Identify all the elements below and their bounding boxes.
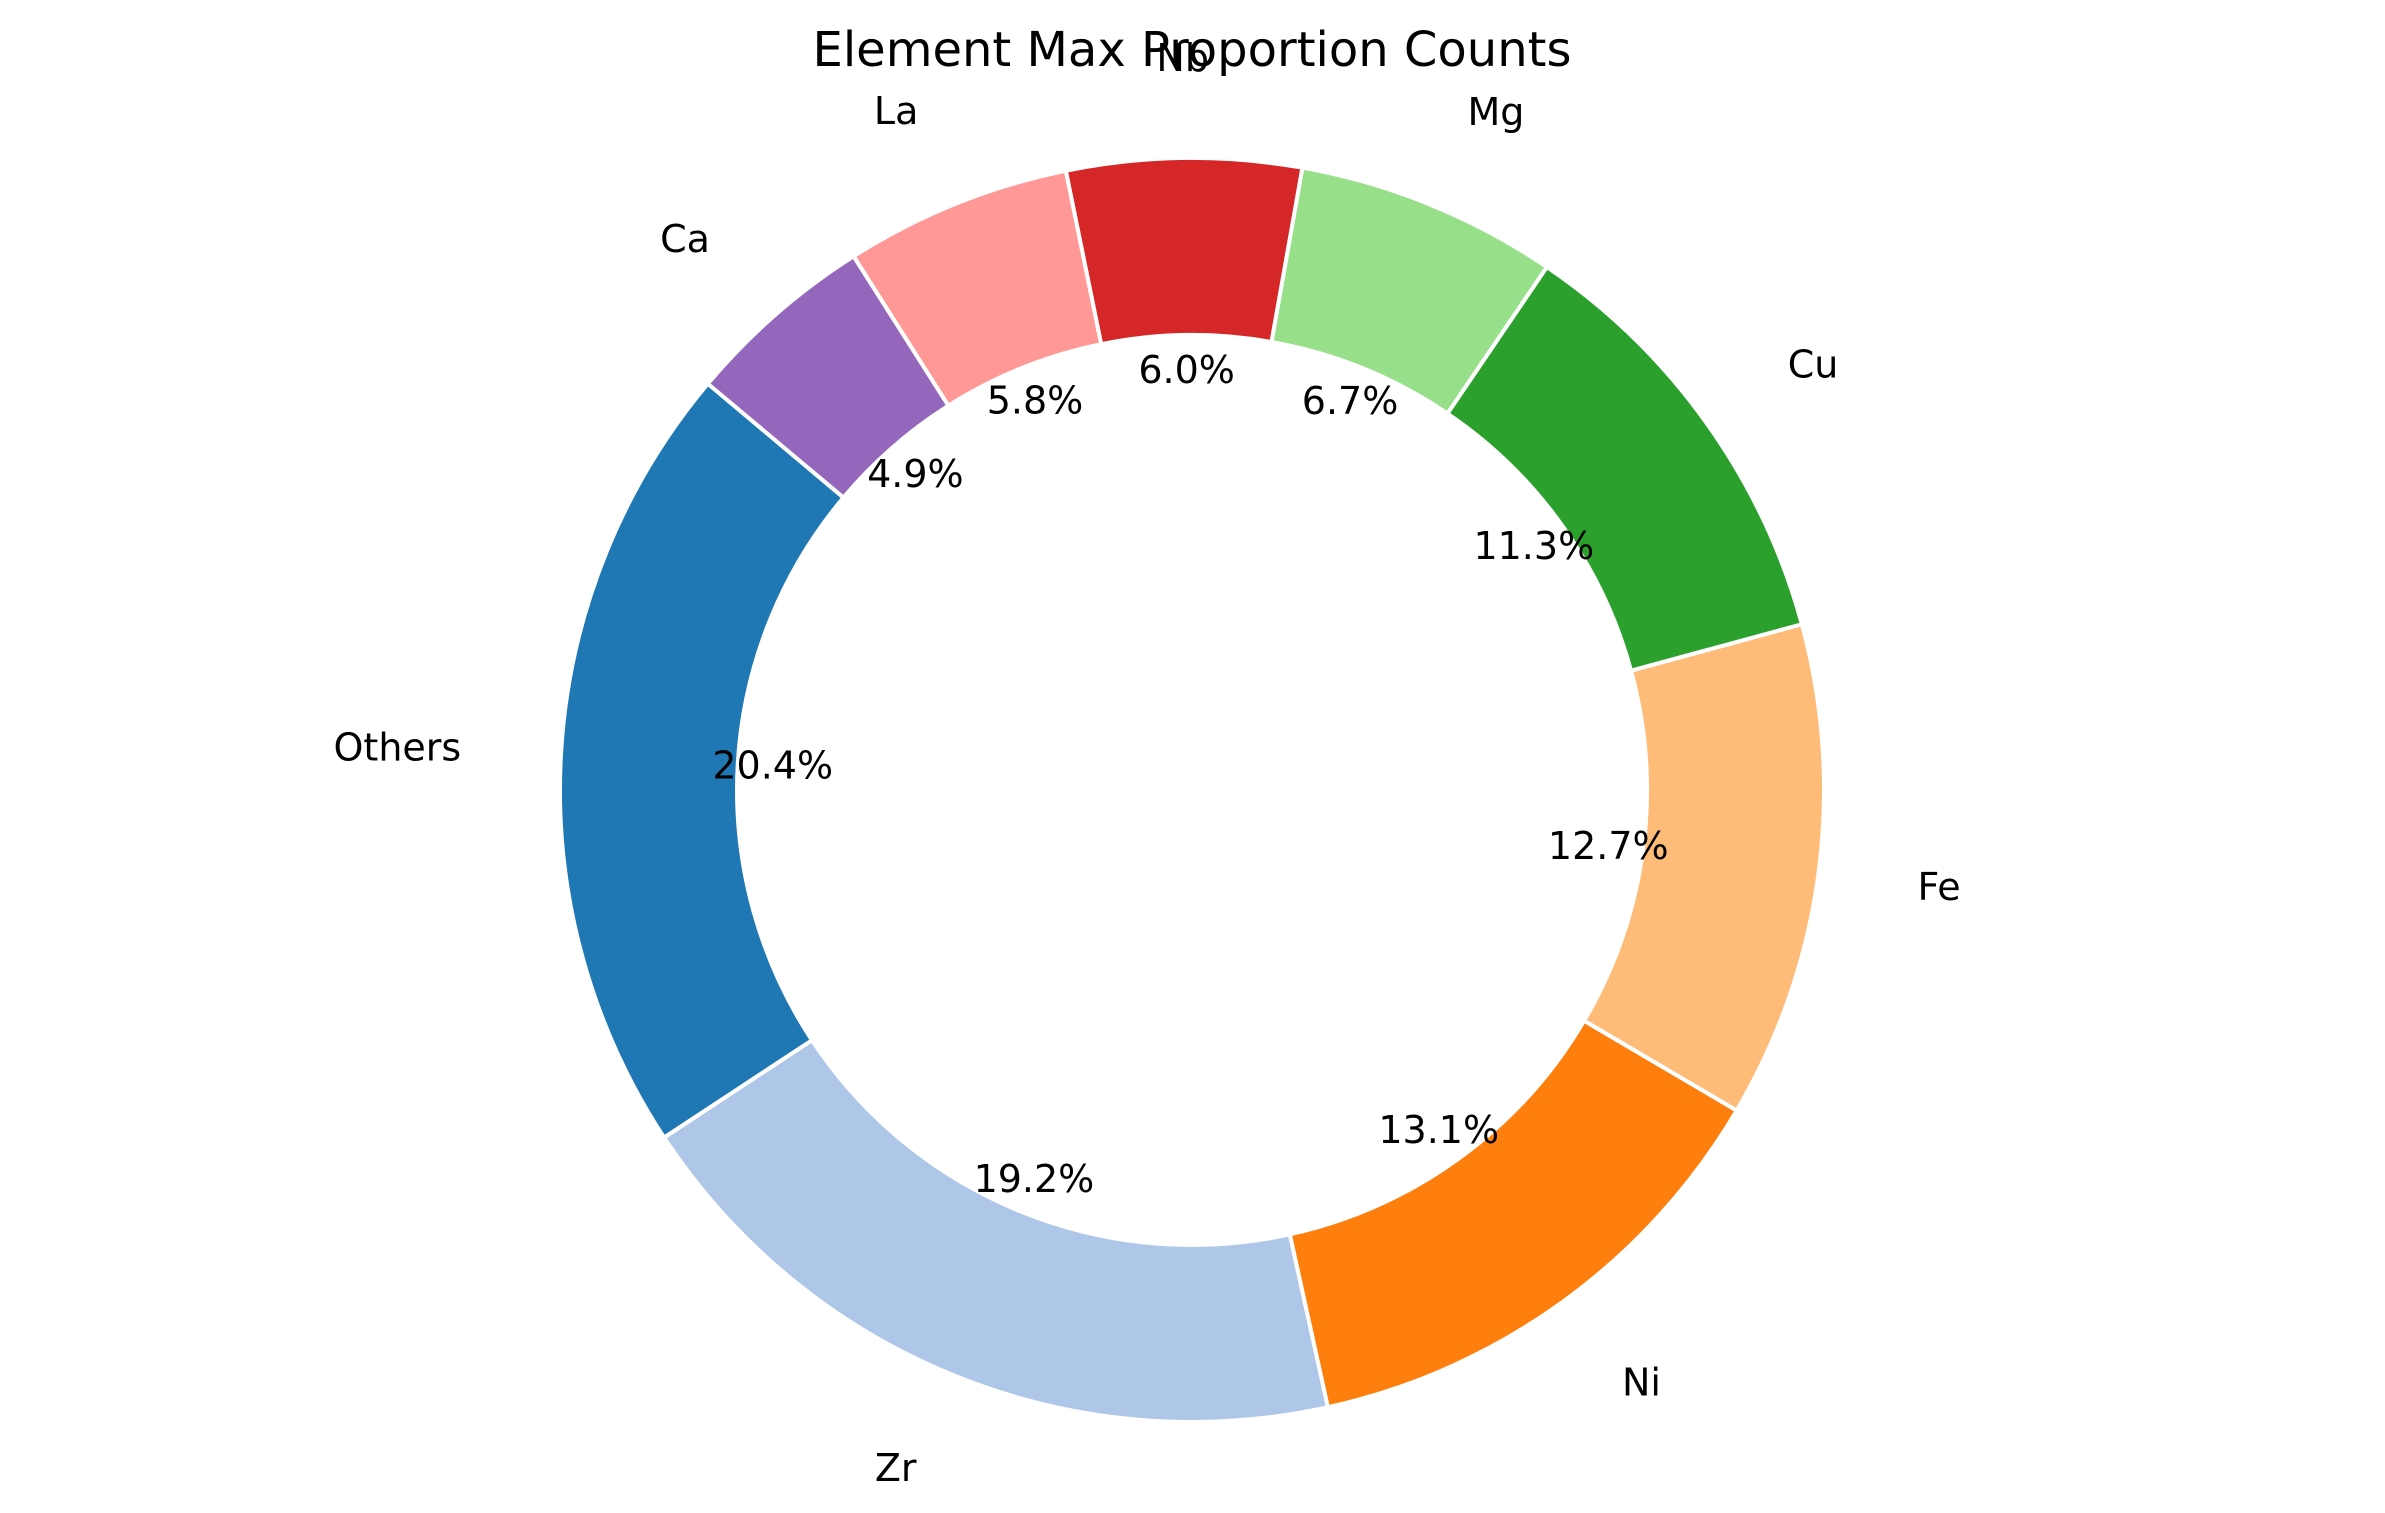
slice-percent-zr: 19.2% — [974, 1157, 1095, 1201]
slice-label-nb: Nb — [1156, 36, 1209, 80]
chart-title: Element Max Proportion Counts — [813, 22, 1572, 78]
slice-label-ni: Ni — [1622, 1360, 1661, 1404]
slice-label-cu: Cu — [1788, 343, 1839, 387]
slice-label-la: La — [874, 89, 918, 133]
donut-slice-nb — [1063, 156, 1305, 347]
donut-slice-others — [558, 381, 846, 1140]
donut-slice-ca — [705, 254, 951, 500]
slice-percent-mg: 6.7% — [1302, 379, 1399, 423]
labels-layer: Others 20.4% Zr 19.2% Ni 13.1% Fe 12.7% Cu 11.3% M… — [334, 36, 1961, 1490]
slice-label-fe: Fe — [1918, 865, 1961, 909]
slice-percent-la: 5.8% — [987, 378, 1084, 422]
slice-label-mg: Mg — [1467, 90, 1524, 134]
donut-slice-ni — [1287, 1018, 1739, 1410]
slice-percent-ni: 13.1% — [1378, 1108, 1499, 1152]
slice-label-zr: Zr — [875, 1446, 917, 1490]
slice-percent-cu: 11.3% — [1473, 524, 1594, 568]
slice-label-others: Others — [334, 726, 462, 770]
slice-label-ca: Ca — [660, 217, 710, 261]
slice-percent-nb: 6.0% — [1138, 348, 1235, 392]
slices-layer — [558, 156, 1826, 1424]
slice-percent-fe: 12.7% — [1548, 824, 1669, 868]
slice-percent-ca: 4.9% — [867, 452, 964, 496]
donut-slice-zr — [662, 1038, 1330, 1424]
slice-percent-others: 20.4% — [712, 744, 833, 788]
